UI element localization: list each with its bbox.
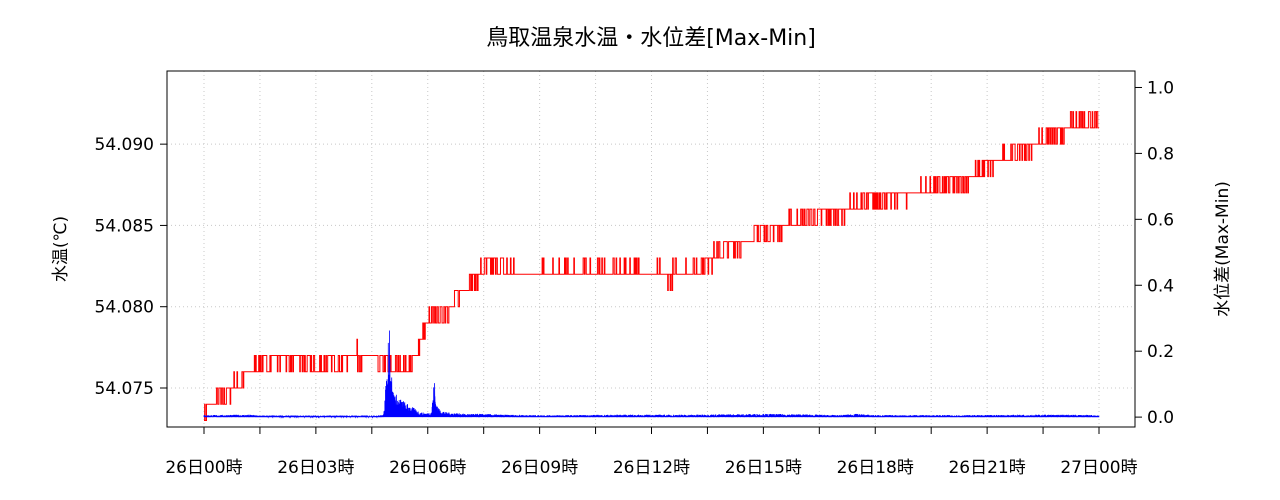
x-tick-label: 26日21時 (948, 458, 1025, 478)
x-tick-label: 27日00時 (1060, 458, 1137, 478)
y-left-tick-label: 54.080 (95, 298, 154, 318)
y-axis-right-label: 水位差(Max-Min) (1213, 181, 1233, 317)
plot-frame (166, 70, 1136, 428)
y-axis-left: 54.075 54.080 54.085 54.090 (95, 135, 167, 399)
grid (167, 71, 1135, 427)
water-level-diff-series (203, 330, 1100, 419)
y-left-tick-label: 54.075 (95, 379, 154, 399)
water-level-diff-line (203, 330, 1100, 419)
y-axis-right: 0.0 0.2 0.4 0.6 0.8 1.0 (1135, 78, 1174, 428)
x-axis: 26日00時 26日03時 26日06時 26日09時 26日12時 26日15時 26日1… (165, 426, 1138, 478)
y-right-tick-label: 0.4 (1147, 276, 1174, 296)
chart-title: 鳥取温泉水温・水位差[Max-Min] (486, 26, 816, 51)
y-right-tick-label: 0.8 (1147, 144, 1174, 164)
water-temperature-series (204, 111, 1099, 421)
x-tick-label: 26日15時 (725, 458, 802, 478)
x-tick-label: 26日00時 (165, 458, 242, 478)
x-tick-label: 26日09時 (501, 458, 578, 478)
y-right-tick-label: 1.0 (1147, 78, 1174, 98)
x-tick-label: 26日12時 (613, 458, 690, 478)
y-right-tick-label: 0.2 (1147, 342, 1174, 362)
y-right-tick-label: 0.6 (1147, 210, 1174, 230)
y-axis-left-label: 水温(℃) (51, 216, 71, 282)
x-tick-label: 26日06時 (389, 458, 466, 478)
water-temperature-line (204, 111, 1099, 421)
y-left-tick-label: 54.085 (95, 216, 154, 236)
y-right-tick-label: 0.0 (1147, 408, 1174, 428)
y-left-tick-label: 54.090 (95, 135, 154, 155)
x-tick-label: 26日03時 (277, 458, 354, 478)
x-tick-label: 26日18時 (837, 458, 914, 478)
